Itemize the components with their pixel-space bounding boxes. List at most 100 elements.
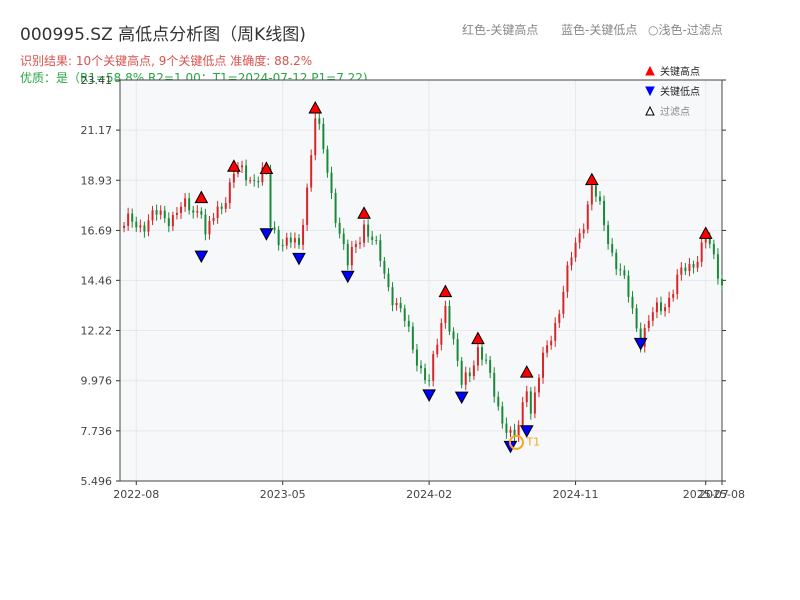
candle-body (603, 201, 606, 226)
candle-body (188, 198, 191, 211)
candle-body (672, 293, 675, 298)
key-high-marker (259, 161, 274, 174)
y-tick-label: 7.736 (81, 425, 113, 438)
y-tick-label: 14.46 (81, 274, 113, 287)
candle-body (688, 264, 691, 272)
candle-body (159, 210, 162, 215)
candle-body (342, 233, 345, 245)
candle-body (131, 213, 134, 222)
candle-body (472, 365, 475, 377)
key-low-marker (454, 391, 469, 405)
legend-marker (645, 105, 655, 116)
candle-body (395, 303, 398, 306)
candle-body (428, 380, 431, 382)
candle-body (542, 352, 545, 378)
candle-body (444, 305, 447, 324)
candle-body (554, 323, 557, 341)
candle-body (322, 123, 325, 150)
key-high-marker (519, 365, 534, 378)
candle-body (261, 167, 264, 183)
candle-body (415, 349, 418, 366)
legend-label: 过滤点 (660, 105, 690, 118)
candle-body (363, 224, 366, 243)
key-high-marker (227, 159, 241, 172)
candle-body (358, 242, 361, 244)
legend-marker (645, 65, 655, 76)
candle-body (204, 214, 207, 235)
legend-light-note: ○浅色-过滤点 (648, 23, 723, 37)
candle-body (558, 313, 561, 324)
candlestick-series (123, 113, 723, 443)
key-low-marker (422, 389, 436, 402)
candle-body (468, 372, 471, 377)
candle-body (277, 229, 280, 246)
key-low-marker (259, 228, 274, 241)
candle-body (334, 192, 337, 223)
candle-body (615, 252, 618, 270)
candle-body (432, 354, 435, 381)
candle-body (391, 287, 394, 306)
candle-body (664, 307, 667, 312)
candle-body (371, 236, 374, 240)
candle-body (293, 238, 296, 243)
candle-body (310, 155, 313, 188)
candle-body (257, 181, 260, 183)
candle-body (582, 229, 585, 234)
candle-body (407, 320, 410, 327)
candle-body (684, 267, 687, 272)
y-tick-label: 9.976 (81, 375, 113, 388)
candle-body (216, 206, 219, 218)
candle-body (175, 212, 178, 216)
candle-body (326, 149, 329, 173)
candle-body (208, 220, 211, 235)
candle-body (297, 238, 300, 245)
candle-body (196, 211, 199, 213)
x-tick-label: 2024-02 (406, 488, 452, 501)
candle-body (700, 242, 703, 262)
candle-body (639, 328, 642, 347)
candle-body (546, 345, 549, 353)
candle-body (318, 118, 321, 124)
candle-body (647, 320, 650, 328)
candle-body (598, 196, 601, 202)
candle-body (448, 305, 451, 332)
candle-body (570, 257, 573, 266)
candle-body (566, 265, 569, 292)
candle-body (249, 180, 252, 182)
x-tick-label: 2023-05 (260, 488, 306, 501)
candle-body (192, 210, 195, 213)
candle-body (241, 165, 244, 168)
y-tick-label: 23.41 (81, 74, 113, 87)
candle-body (586, 204, 589, 230)
candle-body (485, 359, 488, 361)
candle-body (123, 225, 126, 228)
candle-body (220, 206, 223, 209)
candle-body (350, 246, 353, 266)
candle-body (464, 372, 467, 385)
candle-body (411, 326, 414, 350)
t1-highlight-circle (508, 434, 524, 450)
x-tick-label: 2025-08 (699, 488, 745, 501)
candle-body (659, 302, 662, 312)
candle-body (590, 185, 593, 205)
candle-body (578, 233, 581, 243)
candle-body (493, 372, 496, 397)
candle-body (594, 185, 597, 197)
candle-body (354, 243, 357, 247)
candle-body (151, 210, 154, 221)
candle-body (184, 198, 187, 207)
candle-body (387, 273, 390, 288)
candle-body (509, 429, 512, 433)
legend-blue-note: 蓝色-关键低点 (561, 23, 638, 37)
candle-body (424, 368, 427, 381)
candle-body (452, 331, 455, 340)
y-tick-label: 16.69 (81, 224, 113, 237)
candle-body (302, 224, 305, 245)
key-low-marker (194, 250, 209, 264)
chart-title: 000995.SZ 高低点分析图（周K线图) (20, 25, 306, 45)
candle-body (330, 172, 333, 193)
candle-body (383, 260, 386, 274)
candle-body (167, 218, 170, 227)
y-tick-label: 12.22 (81, 324, 113, 337)
candle-body (375, 239, 378, 241)
